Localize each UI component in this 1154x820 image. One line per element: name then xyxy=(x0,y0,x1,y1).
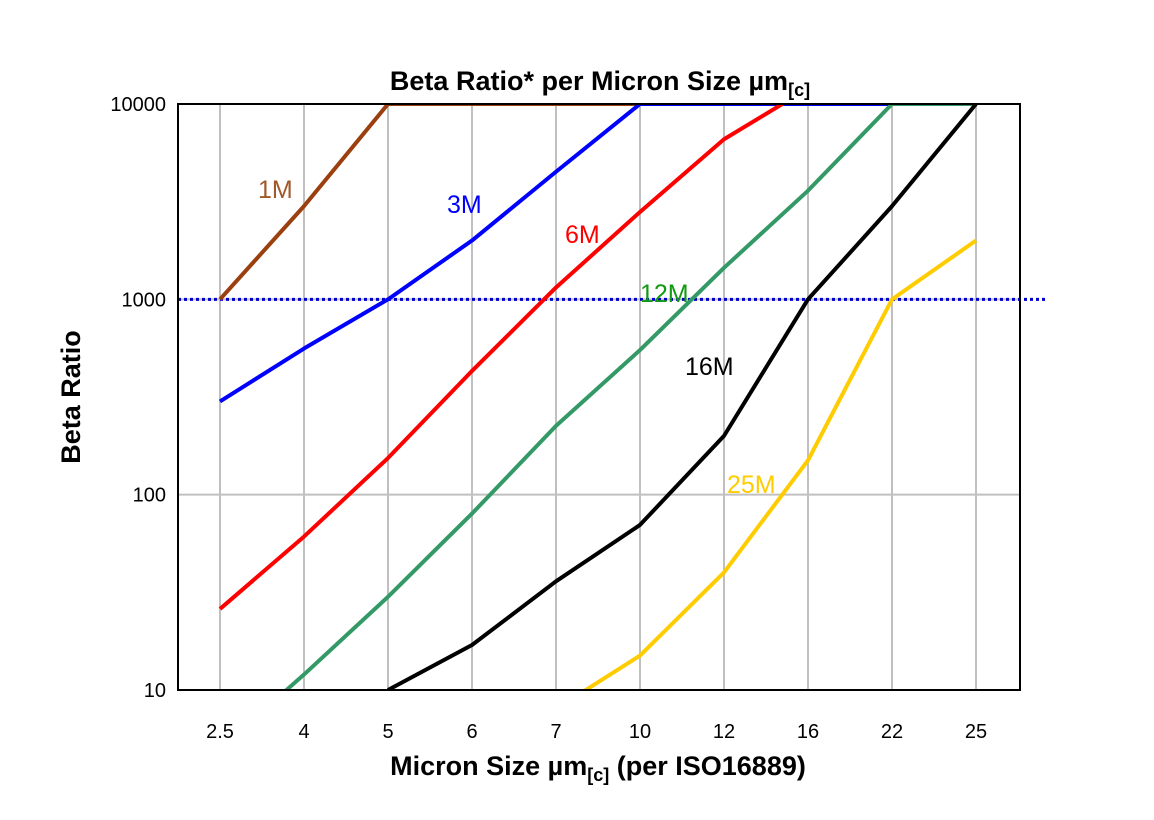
grid xyxy=(178,103,1020,691)
x-axis-title: Micron Size µm[c] (per ISO16889) xyxy=(390,751,806,785)
series-line-1M xyxy=(218,104,640,301)
series-label-16M: 16M xyxy=(685,353,734,381)
x-tick-label: 16 xyxy=(797,721,819,743)
x-tick-labels: 2.5 4 5 6 7 10 12 16 22 25 xyxy=(206,721,987,743)
series-label-12M: 12M xyxy=(640,280,689,308)
series-label-3M: 3M xyxy=(447,191,482,219)
series-label-1M: 1M xyxy=(258,176,293,204)
x-tick-label: 6 xyxy=(466,721,477,743)
series-labels: 1M 3M 6M 12M 16M 25M xyxy=(258,176,776,499)
x-tick-label: 4 xyxy=(298,721,309,743)
x-tick-label: 25 xyxy=(965,721,987,743)
chart-title: Beta Ratio* per Micron Size µm[c] xyxy=(390,66,810,100)
series-line-3M xyxy=(218,104,892,404)
series-line-12M xyxy=(283,104,976,690)
y-tick-label: 10 xyxy=(144,680,166,702)
y-axis-title: Beta Ratio xyxy=(56,330,86,464)
series-lines xyxy=(218,104,978,690)
x-tick-label: 2.5 xyxy=(206,721,234,743)
series-line-16M xyxy=(387,104,978,690)
x-tick-label: 22 xyxy=(881,721,903,743)
x-tick-label: 12 xyxy=(713,721,735,743)
y-tick-labels: 10 100 1000 10000 xyxy=(110,94,166,702)
y-tick-label: 1000 xyxy=(122,289,167,311)
x-tick-label: 5 xyxy=(382,721,393,743)
y-tick-label: 10000 xyxy=(110,94,166,116)
y-tick-label: 100 xyxy=(133,485,166,507)
x-tick-label: 10 xyxy=(629,721,651,743)
series-label-6M: 6M xyxy=(565,221,600,249)
series-line-6M xyxy=(218,104,787,611)
series-label-25M: 25M xyxy=(727,471,776,499)
series-line-25M xyxy=(582,238,978,690)
x-tick-label: 7 xyxy=(550,721,561,743)
plot-frame xyxy=(177,103,1021,691)
